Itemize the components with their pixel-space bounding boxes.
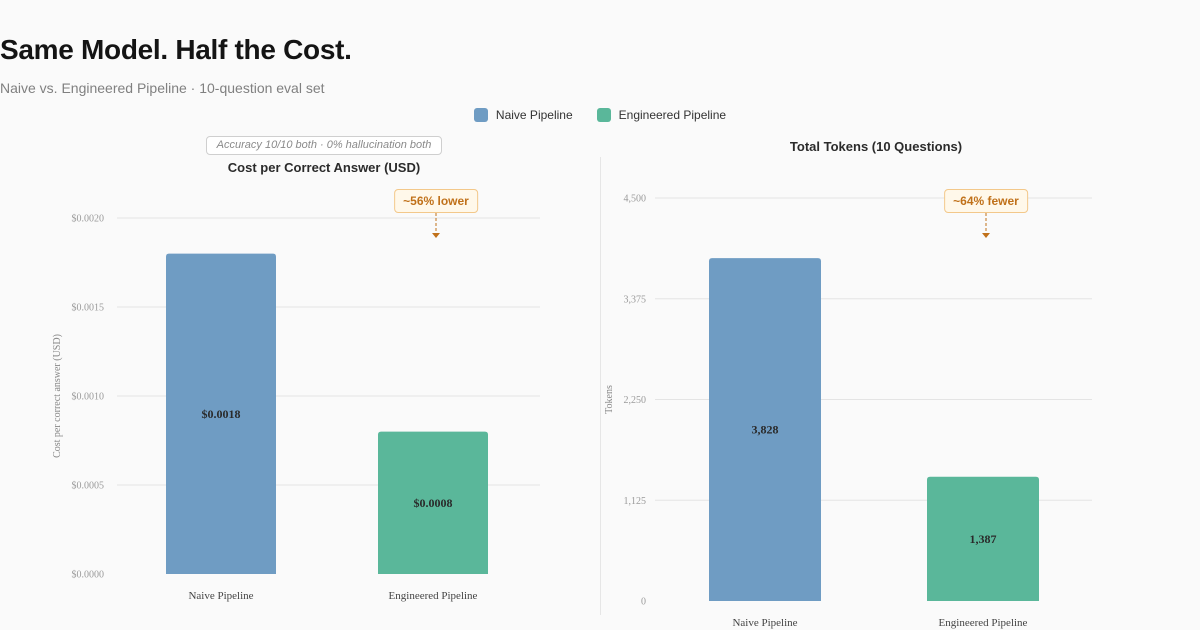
y-tick-label: 0 xyxy=(641,597,646,608)
x-category-label: Engineered Pipeline xyxy=(389,590,478,602)
bar xyxy=(709,258,821,601)
y-tick-label: 4,500 xyxy=(624,194,647,205)
subtitle: Naive vs. Engineered Pipeline · 10-quest… xyxy=(0,80,325,96)
callout-cost-reduction: ~56% lower xyxy=(394,189,478,213)
y-axis-label: Cost per correct answer (USD) xyxy=(52,334,63,458)
y-tick-label: $0.0015 xyxy=(72,303,105,314)
title: Same Model. Half the Cost. xyxy=(0,34,352,65)
legend-item-naive: Naive Pipeline xyxy=(473,108,573,122)
legend-label-naive: Naive Pipeline xyxy=(495,108,573,122)
panel-divider xyxy=(600,157,601,615)
accuracy-note: Accuracy 10/10 both · 0% hallucination b… xyxy=(206,136,442,155)
chart-title-cost: Cost per Correct Answer (USD) xyxy=(227,160,421,175)
legend: Naive Pipeline Engineered Pipeline xyxy=(0,108,1200,122)
callout-token-reduction: ~64% fewer xyxy=(944,189,1028,213)
bar-value-label: 3,828 xyxy=(752,423,779,437)
bar xyxy=(927,476,1039,601)
cost-chart: $0.0000 $0.0005 $0.0010 $0.0015 $0.0020 Cost … xyxy=(52,213,540,602)
y-tick-label: 1,125 xyxy=(624,496,647,507)
y-tick-label: $0.0005 xyxy=(72,481,105,492)
y-axis-label: Tokens xyxy=(604,385,615,414)
bar-value-label: $0.0008 xyxy=(414,496,453,510)
legend-label-engineered: Engineered Pipeline xyxy=(618,108,727,122)
x-category-label: Naive Pipeline xyxy=(188,590,253,602)
bar xyxy=(378,431,488,574)
legend-swatch-naive xyxy=(473,108,488,122)
y-tick-label: 2,250 xyxy=(624,395,647,406)
x-category-label: Naive Pipeline xyxy=(732,617,797,629)
y-tick-label: $0.0010 xyxy=(72,392,105,403)
legend-swatch-engineered xyxy=(596,108,611,122)
callout-arrow-head xyxy=(432,233,440,238)
bar-value-label: $0.0018 xyxy=(202,407,241,421)
bar-value-label: 1,387 xyxy=(970,532,997,546)
x-category-label: Engineered Pipeline xyxy=(939,617,1028,629)
y-tick-label: $0.0000 xyxy=(72,570,105,581)
y-tick-label: 3,375 xyxy=(624,294,647,305)
y-tick-label: $0.0020 xyxy=(72,214,105,225)
bar xyxy=(166,253,276,574)
callout-arrow-head xyxy=(982,233,990,238)
tokens-chart: 0 1,125 2,250 3,375 4,500 Tokens 3,828 Naive Pi… xyxy=(604,194,1092,629)
legend-item-engineered: Engineered Pipeline xyxy=(596,108,727,122)
chart-title-tokens: Total Tokens (10 Questions) xyxy=(789,139,963,154)
